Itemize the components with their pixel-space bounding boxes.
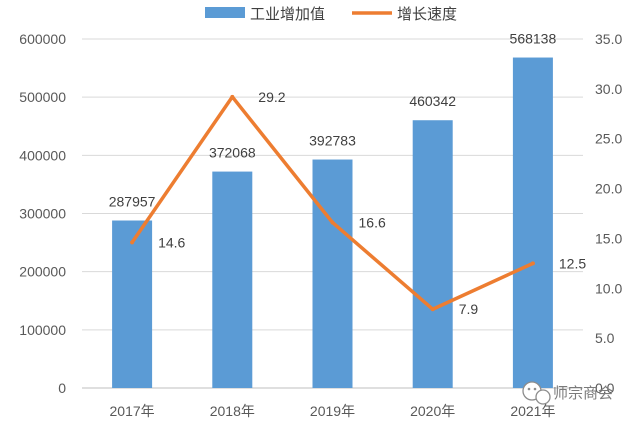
bar-value-label: 460342: [409, 93, 456, 109]
legend-label-bar: 工业增加值: [250, 5, 325, 23]
right-tick-label: 10.0: [595, 280, 622, 296]
bar: [512, 57, 553, 389]
watermark: 师宗商会: [522, 381, 613, 405]
x-axis-ticks: 2017年 2018年 2019年 2020年 2021年: [110, 403, 556, 419]
legend-label-line: 增长速度: [397, 5, 457, 23]
line-series: [130, 94, 535, 312]
line-point: [130, 240, 135, 245]
bar-series: [112, 57, 553, 389]
bar-value-label: 568138: [510, 31, 557, 47]
right-tick-label: 20.0: [595, 181, 622, 197]
left-tick-label: 300000: [19, 206, 66, 222]
right-tick-label: 5.0: [595, 330, 615, 346]
legend-swatch-bar: [205, 7, 245, 18]
x-tick-label: 2020年: [410, 403, 455, 419]
wechat-icon: [522, 381, 551, 405]
bar: [312, 159, 353, 388]
left-tick-label: 400000: [19, 147, 66, 163]
right-axis-ticks: 0.0 5.0 10.0 15.0 20.0 25.0 30.0 35.0: [595, 31, 622, 396]
left-axis-ticks: 0 100000 200000 300000 400000 500000 600000: [19, 31, 66, 396]
line-value-label: 29.2: [258, 89, 285, 105]
data-labels: 287957 372068 392783 460342 568138 14.6 29.2 16…: [109, 31, 587, 318]
bar-value-label: 392783: [309, 133, 356, 149]
line-point: [230, 94, 235, 99]
line-value-label: 7.9: [459, 301, 479, 317]
bar-value-label: 287957: [109, 194, 156, 210]
legend: 工业增加值 增长速度: [205, 5, 457, 23]
bar: [412, 120, 453, 388]
line-point: [330, 220, 335, 225]
right-tick-label: 35.0: [595, 31, 622, 47]
left-tick-label: 600000: [19, 31, 66, 47]
line-value-label: 12.5: [559, 255, 586, 271]
x-tick-label: 2021年: [510, 403, 555, 419]
right-tick-label: 15.0: [595, 230, 622, 246]
line-point: [430, 307, 435, 312]
bar-value-label: 372068: [209, 145, 256, 161]
right-tick-label: 30.0: [595, 81, 622, 97]
right-tick-label: 25.0: [595, 131, 622, 147]
line-value-label: 16.6: [359, 214, 386, 230]
x-tick-label: 2019年: [310, 403, 355, 419]
bar: [112, 220, 153, 388]
line-point: [530, 261, 535, 266]
left-tick-label: 500000: [19, 89, 66, 105]
watermark-text: 师宗商会: [553, 384, 613, 402]
right-tick-label: 0.0: [595, 380, 615, 396]
left-tick-label: 0: [58, 380, 66, 396]
left-tick-label: 100000: [19, 322, 66, 338]
left-tick-label: 200000: [19, 264, 66, 280]
line-value-label: 14.6: [158, 234, 185, 250]
bar: [212, 171, 253, 388]
x-tick-label: 2018年: [210, 403, 255, 419]
x-tick-label: 2017年: [110, 403, 155, 419]
